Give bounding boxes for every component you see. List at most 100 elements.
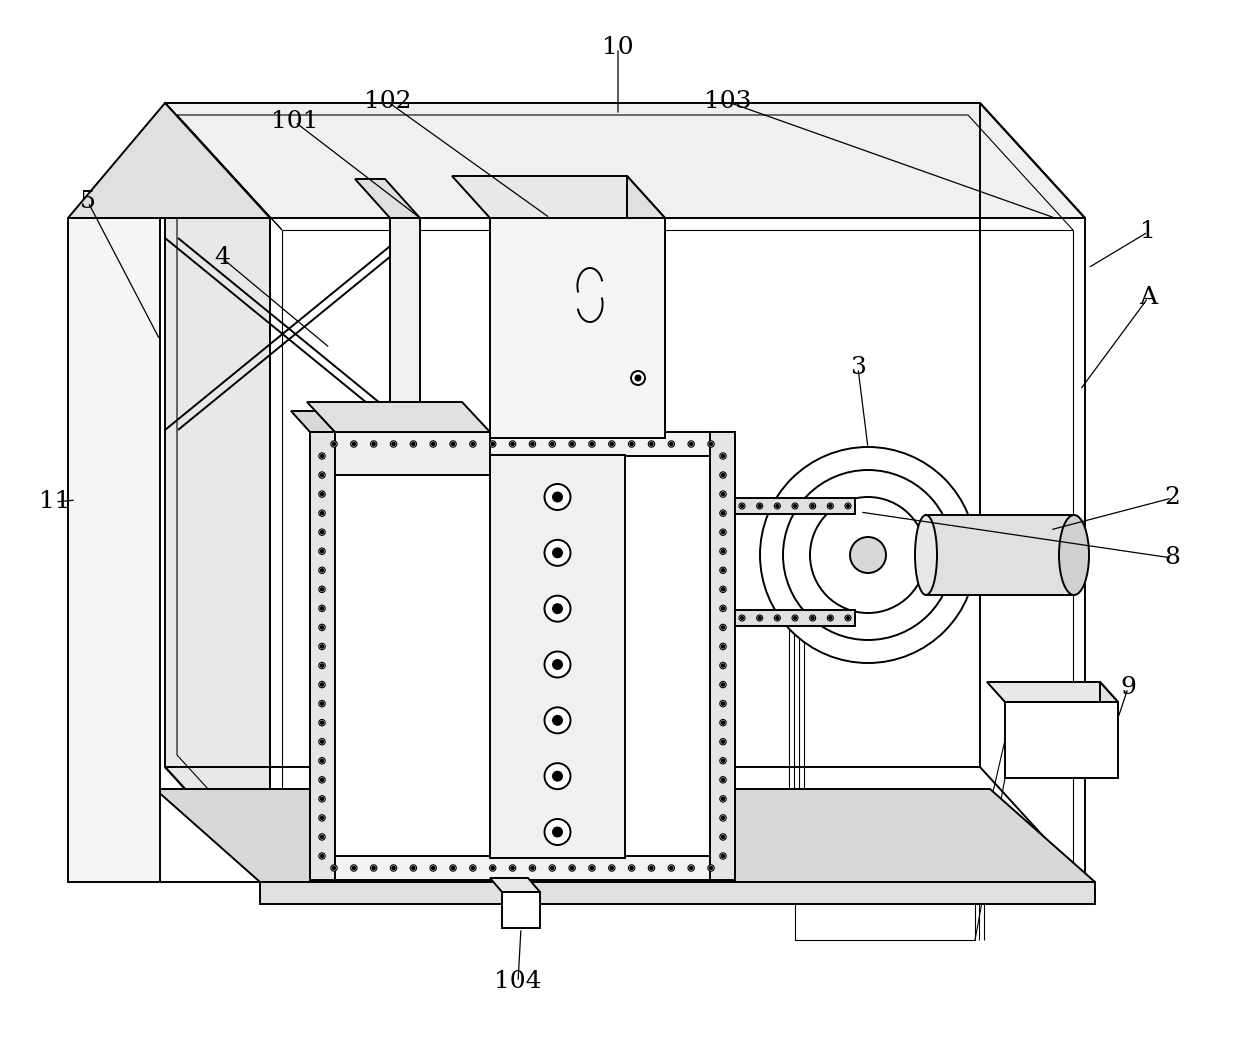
Circle shape <box>570 443 573 445</box>
Circle shape <box>319 833 325 840</box>
Circle shape <box>471 443 474 445</box>
Circle shape <box>794 504 796 507</box>
Circle shape <box>610 867 613 869</box>
Circle shape <box>490 865 496 871</box>
Circle shape <box>510 865 516 871</box>
Circle shape <box>722 722 724 724</box>
Circle shape <box>372 443 374 445</box>
Circle shape <box>719 548 727 555</box>
Circle shape <box>553 493 562 501</box>
Text: 5: 5 <box>81 191 95 213</box>
Circle shape <box>827 503 833 509</box>
Circle shape <box>609 441 615 447</box>
Circle shape <box>689 443 692 445</box>
Circle shape <box>529 865 536 871</box>
Circle shape <box>811 504 813 507</box>
Circle shape <box>719 852 727 859</box>
Circle shape <box>321 646 324 648</box>
Circle shape <box>722 779 724 781</box>
Text: 9: 9 <box>1120 676 1136 699</box>
Circle shape <box>722 626 724 629</box>
Circle shape <box>688 865 694 871</box>
Circle shape <box>759 504 761 507</box>
Circle shape <box>319 529 325 535</box>
Circle shape <box>432 867 434 869</box>
Circle shape <box>412 867 414 869</box>
Circle shape <box>847 617 849 619</box>
Circle shape <box>321 665 324 667</box>
Circle shape <box>332 867 335 869</box>
Text: 101: 101 <box>272 111 319 134</box>
Circle shape <box>760 447 976 663</box>
Circle shape <box>471 867 474 869</box>
Circle shape <box>319 568 325 574</box>
Circle shape <box>719 491 727 497</box>
Circle shape <box>321 493 324 496</box>
Circle shape <box>830 617 832 619</box>
Circle shape <box>319 720 325 726</box>
Circle shape <box>544 763 570 789</box>
Circle shape <box>589 865 595 871</box>
Circle shape <box>321 512 324 515</box>
Circle shape <box>774 615 780 621</box>
Circle shape <box>321 703 324 705</box>
Circle shape <box>544 596 570 621</box>
Text: 2: 2 <box>1164 486 1180 510</box>
Polygon shape <box>308 402 490 431</box>
Text: 103: 103 <box>704 91 751 114</box>
Circle shape <box>847 504 849 507</box>
Circle shape <box>391 441 397 447</box>
Polygon shape <box>260 882 1095 904</box>
Text: 8: 8 <box>1164 546 1180 570</box>
Circle shape <box>570 867 573 869</box>
Circle shape <box>321 722 324 724</box>
Circle shape <box>544 540 570 565</box>
Circle shape <box>319 606 325 612</box>
Circle shape <box>719 606 727 612</box>
Text: A: A <box>1138 287 1157 309</box>
Circle shape <box>722 741 724 743</box>
Circle shape <box>756 615 763 621</box>
Polygon shape <box>334 456 711 856</box>
Circle shape <box>451 443 454 445</box>
Circle shape <box>794 617 796 619</box>
Polygon shape <box>68 218 160 882</box>
Circle shape <box>670 443 672 445</box>
Circle shape <box>319 625 325 631</box>
Polygon shape <box>453 176 665 218</box>
Circle shape <box>719 453 727 459</box>
Text: 104: 104 <box>495 971 542 994</box>
Circle shape <box>810 503 816 509</box>
Circle shape <box>719 663 727 669</box>
Polygon shape <box>310 431 735 880</box>
Circle shape <box>590 443 593 445</box>
Circle shape <box>708 441 714 447</box>
Polygon shape <box>711 431 735 880</box>
Circle shape <box>549 441 556 447</box>
Polygon shape <box>795 870 975 940</box>
Circle shape <box>709 867 712 869</box>
Circle shape <box>430 865 436 871</box>
Circle shape <box>740 617 743 619</box>
Circle shape <box>759 617 761 619</box>
Circle shape <box>321 569 324 572</box>
Circle shape <box>668 865 675 871</box>
Circle shape <box>331 865 337 871</box>
Text: 11: 11 <box>40 491 71 514</box>
Circle shape <box>391 865 397 871</box>
Circle shape <box>319 491 325 497</box>
Circle shape <box>551 443 553 445</box>
Circle shape <box>719 701 727 707</box>
Circle shape <box>321 817 324 819</box>
Circle shape <box>544 484 570 510</box>
Circle shape <box>719 529 727 535</box>
Circle shape <box>740 504 743 507</box>
Circle shape <box>719 587 727 593</box>
Circle shape <box>351 441 357 447</box>
Circle shape <box>432 443 434 445</box>
Polygon shape <box>291 411 335 431</box>
Circle shape <box>810 615 816 621</box>
Circle shape <box>544 819 570 845</box>
Circle shape <box>630 867 632 869</box>
Circle shape <box>722 665 724 667</box>
